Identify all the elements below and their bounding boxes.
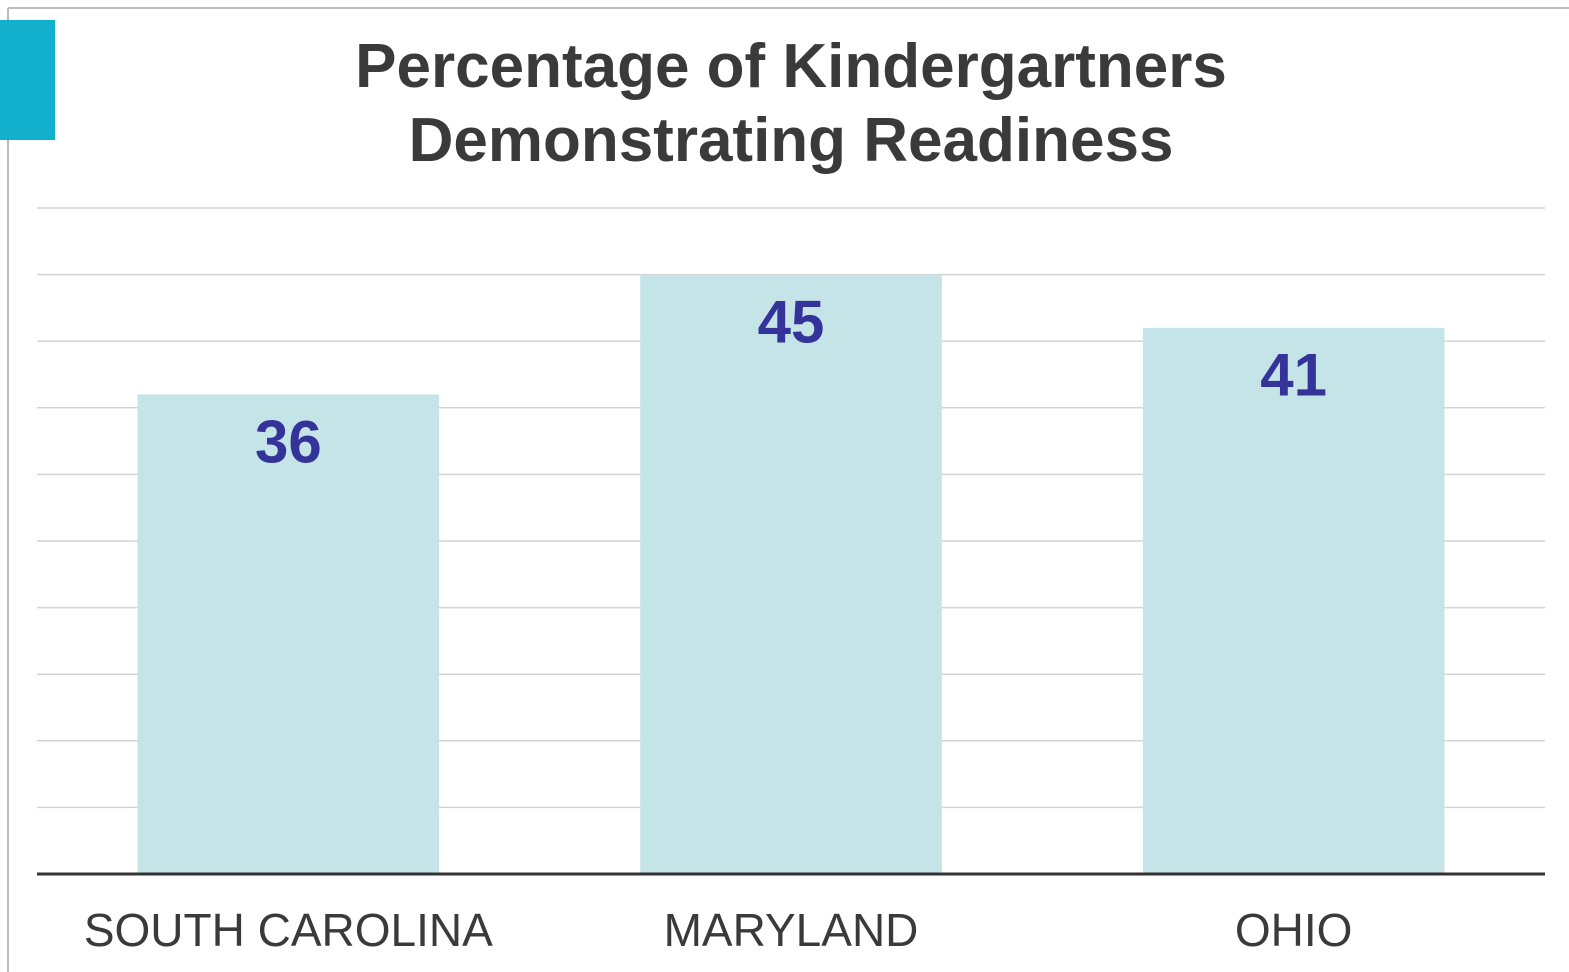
x-tick-label: OHIO	[1235, 904, 1353, 956]
data-label: 36	[255, 408, 322, 475]
bar	[137, 394, 440, 874]
data-label: 45	[758, 288, 825, 355]
bar	[640, 274, 942, 875]
accent-block	[0, 20, 55, 140]
data-label: 41	[1260, 342, 1327, 409]
bar	[1142, 327, 1445, 874]
chart-title: Percentage of Kindergartners Demonstrati…	[355, 32, 1227, 175]
x-tick-label: MARYLAND	[664, 904, 919, 956]
x-tick-label: SOUTH CAROLINA	[84, 904, 493, 956]
